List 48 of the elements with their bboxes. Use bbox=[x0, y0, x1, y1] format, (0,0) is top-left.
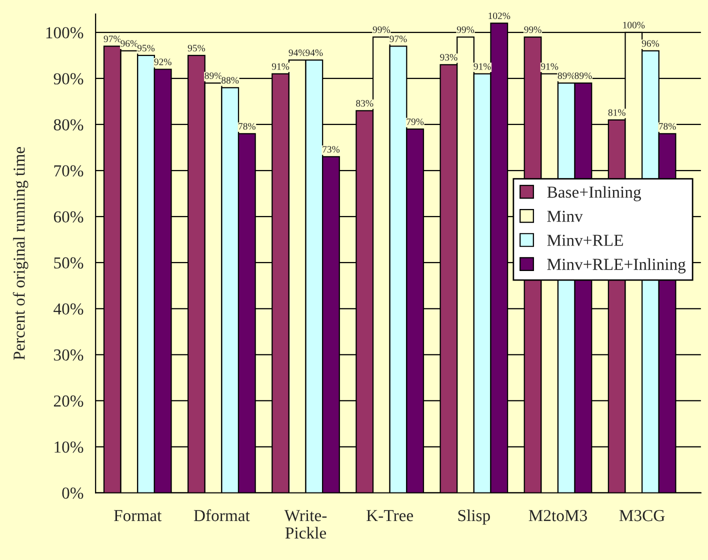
text: 99% bbox=[456, 26, 474, 33]
text: 97% bbox=[390, 36, 407, 42]
y-tick-label: 90% bbox=[54, 73, 84, 84]
text: 93% bbox=[440, 54, 458, 61]
text: 92% bbox=[154, 58, 172, 66]
text: 91% bbox=[272, 63, 290, 70]
y-tick-label: 10% bbox=[54, 441, 84, 453]
y-axis-title: Percent of original running time bbox=[12, 147, 28, 360]
text: 89% bbox=[204, 72, 222, 80]
text: 81% bbox=[608, 109, 626, 116]
text: 96% bbox=[642, 40, 660, 47]
y-tick-label: 60% bbox=[54, 211, 84, 223]
x-tick-label: Write- Pickle bbox=[284, 510, 327, 539]
x-tick-label: K-Tree bbox=[366, 510, 414, 522]
legend-label: Minv+RLE+Inlining bbox=[547, 258, 686, 274]
text: 91% bbox=[540, 63, 558, 70]
text: 94% bbox=[306, 49, 323, 56]
legend-label: Minv+RLE bbox=[547, 234, 623, 246]
y-tick-label: 50% bbox=[54, 257, 84, 269]
y-tick-label: 40% bbox=[54, 303, 84, 315]
text: 100% bbox=[623, 22, 645, 28]
y-tick-label: 0% bbox=[62, 488, 84, 499]
text: 99% bbox=[372, 26, 390, 33]
x-tick-label: Format bbox=[114, 510, 162, 522]
text: 89% bbox=[574, 72, 592, 80]
y-tick-label: 80% bbox=[54, 119, 84, 130]
y-tick-label: 20% bbox=[54, 395, 84, 407]
y-tick-label: 30% bbox=[54, 349, 84, 361]
x-tick-label: M2toM3 bbox=[528, 510, 587, 522]
x-tick-label: M3CG bbox=[619, 510, 665, 522]
legend-label: Minv bbox=[547, 210, 583, 222]
text: 91% bbox=[474, 63, 491, 70]
text: 96% bbox=[120, 40, 138, 47]
text: 95% bbox=[188, 44, 206, 52]
text: 88% bbox=[222, 77, 239, 84]
text: 79% bbox=[406, 118, 424, 126]
text: 102% bbox=[488, 12, 510, 20]
text: 83% bbox=[356, 100, 374, 107]
text: 73% bbox=[322, 146, 340, 153]
x-tick-label: Dformat bbox=[194, 509, 250, 522]
text: 95% bbox=[137, 44, 155, 52]
x-tick-label: Slisp bbox=[458, 509, 490, 525]
legend-label: Base+Inlining bbox=[547, 186, 642, 202]
text: 99% bbox=[524, 26, 542, 33]
text: 78% bbox=[238, 123, 256, 130]
text: 78% bbox=[659, 123, 676, 130]
y-tick-label: 70% bbox=[54, 165, 84, 177]
y-tick-label: 100% bbox=[46, 27, 84, 38]
